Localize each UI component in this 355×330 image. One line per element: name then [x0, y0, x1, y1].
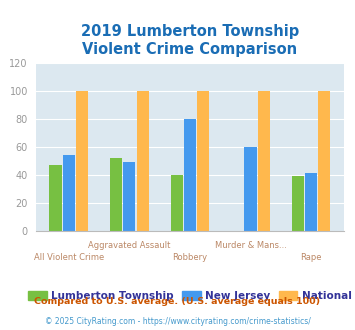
- Bar: [49, 165, 61, 231]
- Bar: [318, 91, 331, 231]
- Legend: Lumberton Township, New Jersey, National: Lumberton Township, New Jersey, National: [24, 287, 355, 305]
- Text: Compared to U.S. average. (U.S. average equals 100): Compared to U.S. average. (U.S. average …: [34, 297, 321, 307]
- Text: All Violent Crime: All Violent Crime: [34, 253, 104, 262]
- Bar: [170, 175, 183, 231]
- Title: 2019 Lumberton Township
Violent Crime Comparison: 2019 Lumberton Township Violent Crime Co…: [81, 24, 299, 57]
- Bar: [305, 174, 317, 231]
- Bar: [123, 162, 135, 231]
- Text: Aggravated Assault: Aggravated Assault: [88, 241, 170, 250]
- Bar: [63, 155, 75, 231]
- Bar: [245, 147, 257, 231]
- Bar: [137, 91, 149, 231]
- Bar: [292, 176, 304, 231]
- Text: © 2025 CityRating.com - https://www.cityrating.com/crime-statistics/: © 2025 CityRating.com - https://www.city…: [45, 317, 310, 326]
- Bar: [197, 91, 209, 231]
- Text: Murder & Mans...: Murder & Mans...: [214, 241, 286, 250]
- Bar: [76, 91, 88, 231]
- Bar: [258, 91, 270, 231]
- Text: Robbery: Robbery: [173, 253, 207, 262]
- Bar: [110, 158, 122, 231]
- Text: Rape: Rape: [300, 253, 322, 262]
- Bar: [184, 119, 196, 231]
